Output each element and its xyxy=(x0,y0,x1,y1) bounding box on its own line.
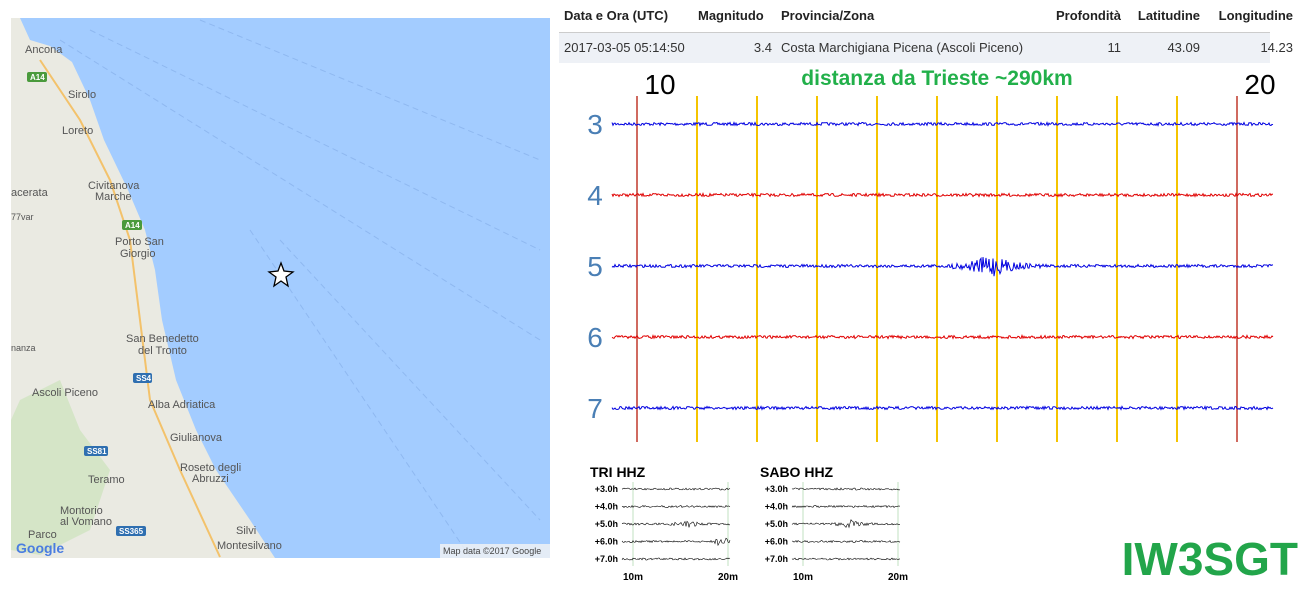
place-label: Roseto degli xyxy=(180,462,241,474)
table-cell: 43.09 xyxy=(1167,40,1200,55)
table-cell: 3.4 xyxy=(753,40,772,55)
column-header: Provincia/Zona xyxy=(781,8,875,23)
place-label: al Vomano xyxy=(60,516,112,528)
road-badge xyxy=(133,373,152,383)
place-label: Teramo xyxy=(88,474,125,486)
waveform xyxy=(621,520,731,528)
epicenter-star xyxy=(267,261,295,288)
x-label: 10m xyxy=(793,572,813,583)
place-label: Loreto xyxy=(62,125,93,137)
waveform xyxy=(621,537,731,547)
waveform xyxy=(621,557,731,561)
place-label: acerata xyxy=(11,187,49,199)
waveform xyxy=(791,504,901,509)
start-minute-label: 10 xyxy=(644,69,675,100)
seismogram-title: distanza da Trieste ~290km xyxy=(801,67,1072,90)
place-label: Sirolo xyxy=(68,89,96,101)
waveform xyxy=(611,405,1274,411)
waveform xyxy=(611,256,1274,277)
hour-label: +5.0h xyxy=(595,519,618,529)
road-label: SS81 xyxy=(87,447,107,456)
place-label: Montesilvano xyxy=(217,540,282,552)
road-badge xyxy=(27,72,47,82)
road-label: SS4 xyxy=(136,374,152,383)
hour-label: +6.0h xyxy=(595,537,618,547)
hour-label: 4 xyxy=(587,180,603,211)
road-label: A14 xyxy=(125,221,140,230)
place-label: Abruzzi xyxy=(192,473,229,485)
table-cell: 14.23 xyxy=(1260,40,1293,55)
road-badge xyxy=(122,220,142,230)
place-label: Alba Adriatica xyxy=(148,399,216,411)
place-label: Giulianova xyxy=(170,432,223,444)
waveform xyxy=(611,121,1274,127)
column-header: Longitudine xyxy=(1218,8,1293,23)
road-label: A14 xyxy=(30,73,45,82)
place-label: Ascoli Piceno xyxy=(32,387,98,399)
waveform xyxy=(611,334,1274,340)
hour-label: +5.0h xyxy=(765,519,788,529)
road-badge xyxy=(84,446,108,456)
hour-label: +7.0h xyxy=(765,554,788,564)
waveform xyxy=(791,487,901,491)
place-label: Civitanova xyxy=(88,180,140,192)
column-header: Data e Ora (UTC) xyxy=(564,8,669,23)
station-name: SABO HHZ xyxy=(760,464,834,480)
waveform xyxy=(621,487,731,491)
hour-label: 5 xyxy=(587,251,603,282)
place-label: nanza xyxy=(11,343,36,353)
map: Ancona Sirolo Loreto acerata Civitanova … xyxy=(11,18,550,558)
attribution-bg xyxy=(440,544,550,558)
x-label: 10m xyxy=(623,572,643,583)
station-name: TRI HHZ xyxy=(590,464,646,480)
park xyxy=(11,380,110,555)
place-label: Parco xyxy=(28,529,57,541)
column-header: Profondità xyxy=(1056,8,1121,23)
table-row-bg xyxy=(559,32,1270,63)
hour-label: +7.0h xyxy=(595,554,618,564)
waveform xyxy=(791,557,901,561)
attribution: Map data ©2017 Google xyxy=(443,546,541,556)
place-label: del Tronto xyxy=(138,345,187,357)
waveform xyxy=(791,539,901,544)
road-label: SS365 xyxy=(119,527,144,536)
place-label: Montorio xyxy=(60,505,103,517)
table-cell: 11 xyxy=(1107,40,1122,55)
hour-label: +3.0h xyxy=(595,484,618,494)
place-label: Porto San xyxy=(115,236,164,248)
place-label: 77var xyxy=(11,212,34,222)
column-header: Magnitudo xyxy=(698,8,764,23)
place-label: Ancona xyxy=(25,44,63,56)
x-label: 20m xyxy=(718,572,738,583)
end-minute-label: 20 xyxy=(1244,69,1275,100)
place-label: Marche xyxy=(95,191,132,203)
waveform xyxy=(621,504,731,509)
table-cell: 2017-03-05 05:14:50 xyxy=(564,40,685,55)
place-label: San Benedetto xyxy=(126,333,199,345)
hour-label: +6.0h xyxy=(765,537,788,547)
table-cell: Costa Marchigiana Picena (Ascoli Piceno) xyxy=(781,40,1024,55)
column-header: Latitudine xyxy=(1137,8,1200,23)
waveform xyxy=(791,519,901,529)
hour-label: +4.0h xyxy=(595,502,618,512)
waveform xyxy=(611,191,1274,198)
place-label: Giorgio xyxy=(120,248,155,260)
hour-label: 6 xyxy=(587,322,603,353)
roads xyxy=(39,59,221,558)
place-label: Silvi xyxy=(236,525,256,537)
road-badge xyxy=(116,526,146,536)
google-logo: Google xyxy=(16,540,64,556)
hour-label: 3 xyxy=(587,109,603,140)
callsign: IW3SGT xyxy=(1121,533,1298,585)
x-label: 20m xyxy=(888,572,908,583)
hour-label: +3.0h xyxy=(765,484,788,494)
hour-label: 7 xyxy=(587,393,603,424)
hour-label: +4.0h xyxy=(765,502,788,512)
